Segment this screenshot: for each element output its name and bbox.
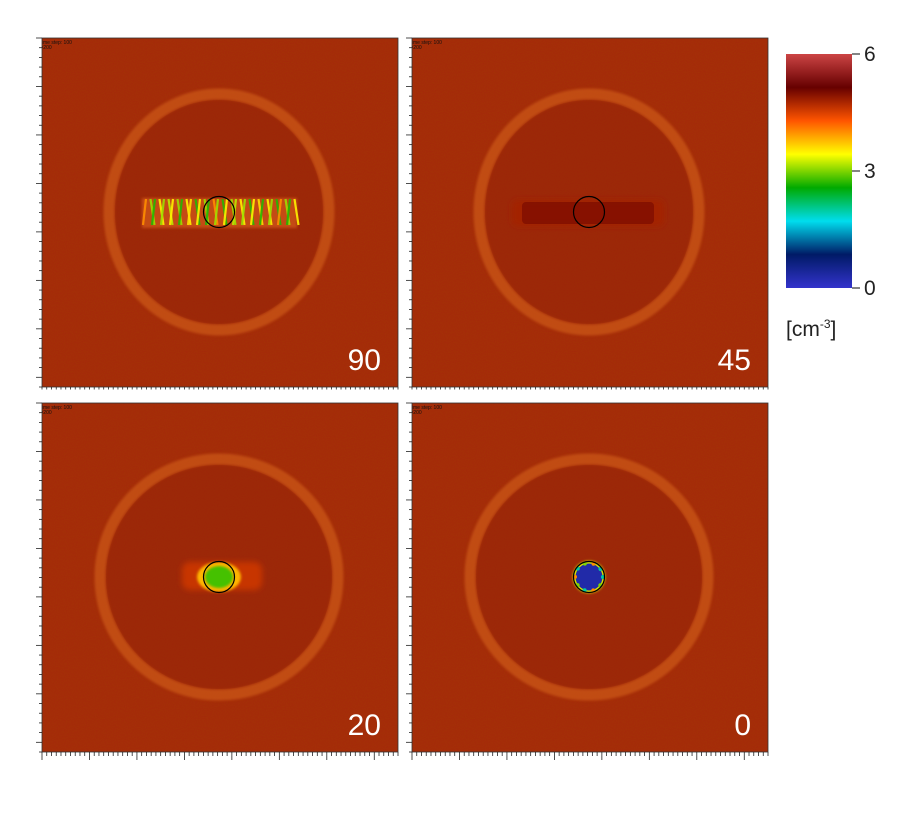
probe-circle [572,560,606,594]
stripe [267,198,274,226]
colorbar-gradient [786,54,852,288]
stripe [141,198,148,226]
density-ring [473,88,705,336]
panel-header-text: Time step: 100 [39,40,72,46]
stripe [222,198,229,226]
stripe [258,198,265,226]
stripe [168,198,175,226]
panel-header-text: t=200 [409,45,422,51]
density-ring [94,453,344,701]
density-ring [103,88,335,336]
axis-ticks [36,37,399,390]
panel-header-text: t=200 [409,410,422,416]
axis-ticks [406,37,769,390]
panel-label: 45 [718,344,751,377]
stripe [195,198,202,226]
colorbar-tick-label: 3 [864,160,876,183]
panel-label: 0 [734,709,751,742]
panel-header-text: t=200 [39,45,52,51]
stripe [177,198,184,226]
probe-circle [202,560,236,594]
stripe [249,198,256,226]
panel-header-text: Time step: 100 [39,405,72,411]
colorbar-tick-label: 0 [864,277,876,300]
stripe [240,198,247,226]
colorbar-tick-label: 6 [864,43,876,66]
stripe [159,198,166,226]
panel-header-text: t=200 [39,410,52,416]
panel-header-text: Time step: 100 [409,40,442,46]
stripe [150,198,157,226]
axis-ticks [406,402,769,760]
core-region [142,198,297,228]
stripe [186,198,193,226]
colorbar: 6 3 0 [786,43,876,300]
colorbar-unit-label: [cm-3] [786,317,837,341]
stripe [276,198,283,226]
probe-circle [572,195,606,229]
stripe [293,198,300,226]
axis-ticks [36,402,399,760]
panel-label: 20 [348,709,381,742]
panel-label: 90 [348,344,381,377]
panel-header-text: Time step: 100 [409,405,442,411]
probe-circle [202,195,236,229]
stripe [285,198,292,226]
stripe [213,198,220,226]
density-ring [464,453,714,701]
